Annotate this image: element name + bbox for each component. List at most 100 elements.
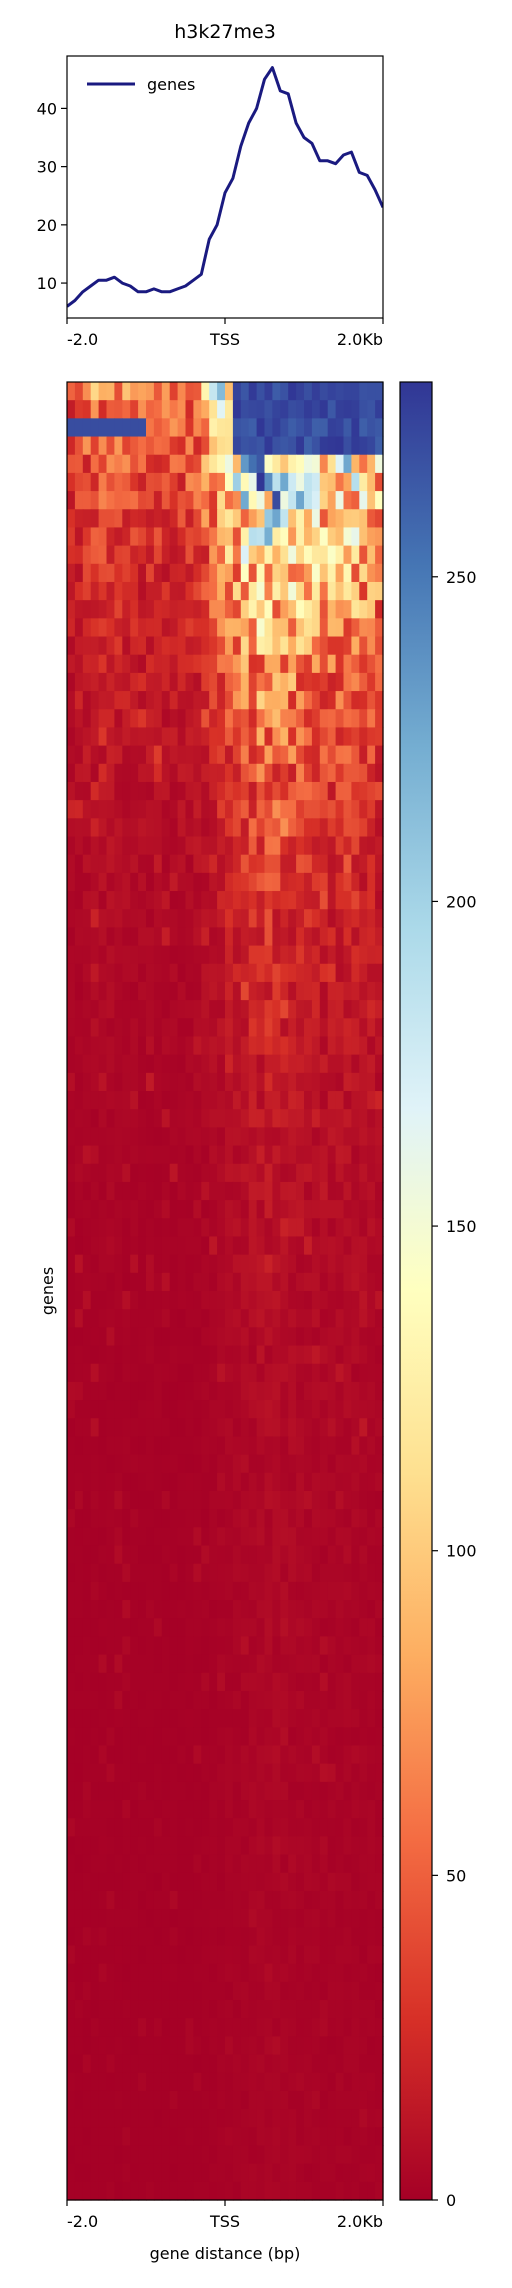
- heatmap-cell: [185, 963, 194, 983]
- heatmap-cell: [311, 1872, 321, 1892]
- heatmap-cell: [153, 1000, 163, 1019]
- heatmap-cell: [304, 2036, 313, 2056]
- heatmap-cell: [67, 2090, 76, 2110]
- heatmap-cell: [296, 491, 305, 510]
- heatmap-cell: [225, 1636, 234, 1656]
- heatmap-cell: [256, 1636, 266, 1656]
- heatmap-cell: [304, 2127, 313, 2147]
- heatmap-cell: [114, 1618, 123, 1638]
- heatmap-cell: [130, 491, 139, 510]
- heatmap-cell: [209, 509, 218, 529]
- heatmap-cell: [217, 2054, 226, 2074]
- heatmap-cell: [359, 818, 368, 838]
- heatmap-cell: [138, 654, 147, 674]
- heatmap-cell: [177, 1563, 187, 1583]
- heatmap-cell: [335, 472, 345, 492]
- heatmap-cell: [304, 491, 313, 510]
- heatmap-cell: [232, 563, 242, 583]
- heatmap-cell: [327, 1600, 337, 1619]
- heatmap-cell: [130, 1109, 139, 1128]
- heatmap-cell: [201, 1818, 210, 1837]
- heatmap-cell: [153, 709, 163, 729]
- heatmap-cell: [359, 545, 368, 565]
- heatmap-cell: [90, 800, 100, 819]
- heatmap-cell: [375, 1236, 384, 1256]
- heatmap-cell: [367, 945, 376, 965]
- heatmap-cell: [319, 672, 329, 692]
- heatmap-cell: [193, 854, 202, 874]
- heatmap-cell: [169, 1890, 179, 1910]
- heatmap-cell: [98, 1854, 108, 1874]
- heatmap-cell: [311, 945, 321, 965]
- heatmap-cell: [319, 836, 329, 856]
- heatmap-cell: [82, 400, 92, 419]
- heatmap-cell: [304, 781, 313, 801]
- heatmap-cell: [296, 1854, 305, 1874]
- heatmap-cell: [114, 563, 123, 583]
- heatmap-cell: [375, 1581, 384, 1601]
- heatmap-cell: [193, 1327, 202, 1347]
- heatmap-cell: [311, 1690, 321, 1710]
- heatmap-cell: [90, 1854, 100, 1874]
- heatmap-cell: [335, 927, 345, 947]
- heatmap-cell: [248, 1854, 258, 1874]
- heatmap-cell: [209, 1636, 218, 1656]
- heatmap-cell: [375, 1781, 384, 1801]
- heatmap-cell: [82, 1563, 92, 1583]
- heatmap-cell: [296, 1254, 305, 1274]
- heatmap-cell: [232, 581, 242, 601]
- heatmap-cell: [138, 1436, 147, 1456]
- heatmap-cell: [217, 1472, 226, 1492]
- heatmap-cell: [225, 545, 234, 565]
- heatmap-cell: [98, 745, 108, 765]
- heatmap-cell: [106, 1072, 115, 1092]
- heatmap-cell: [217, 418, 226, 438]
- heatmap-cell: [146, 1927, 155, 1947]
- heatmap-cell: [232, 2109, 242, 2128]
- heatmap-cell: [98, 2145, 108, 2165]
- heatmap-cell: [209, 2145, 218, 2165]
- heatmap-cell: [193, 1527, 202, 1547]
- heatmap-cell: [288, 1709, 297, 1728]
- heatmap-cell: [288, 891, 297, 910]
- heatmap-cell: [169, 781, 179, 801]
- heatmap-cell: [351, 2109, 360, 2128]
- heatmap-cell: [177, 636, 187, 656]
- heatmap-cell: [296, 1527, 305, 1547]
- heatmap-cell: [359, 909, 368, 928]
- heatmap-cell: [264, 2127, 273, 2147]
- heatmap-cell: [288, 927, 297, 947]
- heatmap-cell: [209, 1400, 218, 1419]
- heatmap-cell: [311, 418, 321, 438]
- heatmap-cell: [248, 963, 258, 983]
- heatmap-cell: [106, 2054, 115, 2074]
- heatmap-cell: [193, 1163, 202, 1183]
- heatmap-cell: [106, 2145, 115, 2165]
- heatmap-cell: [146, 1400, 155, 1419]
- heatmap-cell: [106, 1836, 115, 1856]
- heatmap-cell: [217, 1454, 226, 1474]
- heatmap-cell: [130, 1745, 139, 1765]
- heatmap-cell: [138, 1291, 147, 1310]
- heatmap-cell: [311, 1418, 321, 1438]
- heatmap-cell: [106, 1981, 115, 2001]
- heatmap-cell: [161, 1963, 171, 1983]
- heatmap-cell: [82, 1527, 92, 1547]
- heatmap-cell: [169, 454, 179, 474]
- heatmap-cell: [343, 1272, 352, 1292]
- legend-label-genes: genes: [147, 75, 195, 94]
- heatmap-cell: [98, 2109, 108, 2128]
- heatmap-cell: [193, 1672, 202, 1692]
- heatmap-cell: [288, 1600, 297, 1619]
- heatmap-cell: [280, 1363, 289, 1383]
- heatmap-cell: [232, 981, 242, 1001]
- heatmap-cell: [114, 1745, 123, 1765]
- heatmap-cell: [327, 1563, 337, 1583]
- heatmap-cell: [74, 2145, 84, 2165]
- heatmap-cell: [343, 2163, 352, 2183]
- heatmap-cell: [122, 1454, 131, 1474]
- heatmap-cell: [272, 672, 281, 692]
- heatmap-cell: [90, 1236, 100, 1256]
- heatmap-cell: [153, 763, 163, 783]
- heatmap-cell: [90, 1945, 100, 1965]
